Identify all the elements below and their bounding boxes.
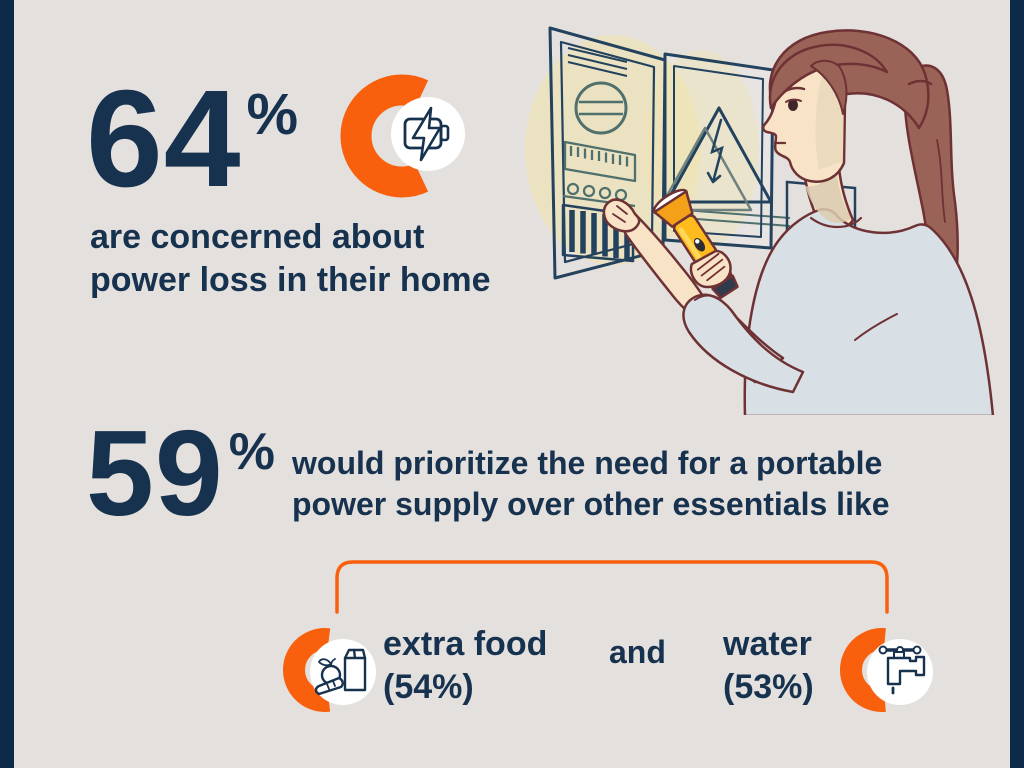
caption-line-2: power supply over other essentials like [292,486,890,522]
stat-59-caption: would prioritize the need for a portable… [292,443,890,525]
stat-64: 64% [86,70,299,208]
left-frame-bar [0,0,14,768]
water-donut-chart [840,628,933,712]
stat-59-value: 59 [86,405,224,541]
stat-64-value: 64 [86,62,242,216]
food-label-text: extra food [383,625,548,663]
battery-charging-icon [403,106,450,162]
bracket-connector [335,560,889,614]
faucet-icon [878,645,926,695]
stat-59: 59% [86,412,276,534]
fusebox-woman-illustration [525,26,995,415]
food-stat-text: (54%) [383,668,474,706]
water-label: water (53%) [723,623,814,709]
stat-59-percent-sign: % [228,423,276,481]
conjunction-label: and [609,634,666,670]
stat-64-percent-sign: % [246,82,300,147]
caption-line-2: power loss in their home [90,261,491,299]
flashlight [652,188,739,299]
caption-line-1: are concerned about [90,218,425,256]
food-donut-chart [283,628,376,712]
water-stat-text: (53%) [723,668,814,706]
food-label: extra food (54%) [383,623,547,709]
groceries-icon [314,648,367,696]
water-label-text: water [723,625,812,663]
battery-donut-chart [340,74,465,198]
right-frame-bar [1010,0,1024,768]
caption-line-1: would prioritize the need for a portable [292,445,883,481]
stat-64-caption: are concerned about power loss in their … [90,216,491,302]
